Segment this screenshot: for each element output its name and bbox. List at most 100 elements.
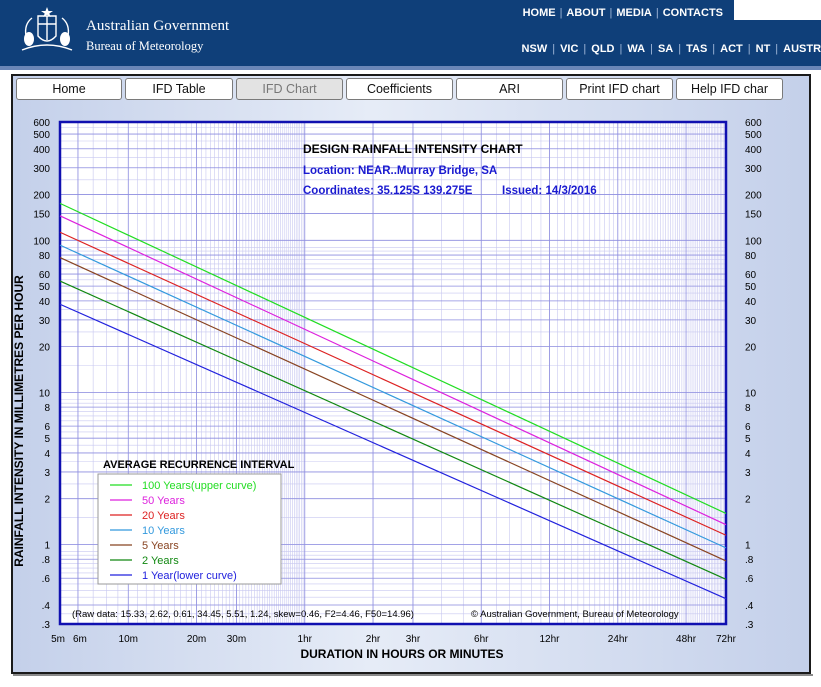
top-nav: HOME | ABOUT | MEDIA | CONTACTS	[0, 0, 734, 20]
nav-separator: |	[650, 43, 653, 55]
chart-issued-date: Issued: 14/3/2016	[502, 185, 597, 197]
series-line	[59, 244, 727, 549]
nav-separator: |	[655, 7, 659, 19]
nav-home-link[interactable]: HOME	[522, 7, 556, 19]
y-tick-label-left: 10	[39, 388, 51, 399]
y-tick-label-left: 200	[33, 191, 50, 202]
state-link-wa[interactable]: WA	[627, 43, 646, 55]
nav-separator: |	[678, 43, 682, 55]
x-tick-label: 24hr	[608, 634, 629, 645]
y-tick-label-left: 60	[39, 270, 51, 281]
nav-about-link[interactable]: ABOUT	[566, 7, 606, 19]
y-tick-label-right: 8	[745, 403, 751, 414]
x-tick-label: 6m	[73, 634, 87, 645]
series-line	[59, 257, 727, 562]
tab-ifd-table[interactable]: IFD Table	[125, 78, 233, 100]
gov-title: Australian Government	[86, 18, 230, 34]
y-tick-label-left: 30	[39, 316, 51, 327]
y-tick-label-left: .4	[42, 601, 51, 612]
frame-shadow	[13, 674, 813, 676]
y-tick-label-left: 3	[44, 468, 50, 479]
state-link-sa[interactable]: SA	[657, 43, 674, 55]
state-link-australia[interactable]: AUSTRA	[783, 43, 821, 55]
tab-coefficients[interactable]: Coefficients	[346, 78, 453, 100]
state-link-nsw[interactable]: NSW	[521, 43, 548, 55]
x-tick-label: 6hr	[474, 634, 489, 645]
legend-label: 1 Year(lower curve)	[142, 570, 237, 582]
nav-media-link[interactable]: MEDIA	[616, 7, 652, 19]
coat-of-arms-logo	[21, 7, 73, 51]
nav-separator: |	[609, 7, 613, 19]
x-tick-label: 10m	[119, 634, 138, 645]
y-tick-label-left: 8	[44, 403, 50, 414]
y-tick-label-right: .4	[745, 601, 754, 612]
nav-contacts-link[interactable]: CONTACTS	[662, 7, 723, 19]
y-tick-label-left: 1	[44, 540, 50, 551]
y-tick-label-right: 80	[745, 251, 757, 262]
state-link-qld[interactable]: QLD	[591, 43, 615, 55]
x-tick-label: 5m	[51, 634, 65, 645]
y-tick-label-right: 10	[745, 388, 757, 399]
y-tick-label-right: 4	[745, 449, 751, 460]
plot-border	[58, 120, 728, 626]
tab-ifd-chart[interactable]: IFD Chart	[236, 78, 343, 100]
state-link-act[interactable]: ACT	[720, 43, 743, 55]
x-tick-label: 48hr	[676, 634, 697, 645]
y-tick-label-right: 5	[745, 434, 751, 445]
nav-separator: |	[559, 7, 563, 19]
chart-coordinates: Coordinates: 35.125S 139.275E	[303, 185, 473, 197]
series-line	[59, 202, 727, 514]
legend-items: 100 Years(upper curve) 50 Years 20 Years 10…	[110, 480, 256, 582]
nav-separator: |	[583, 43, 587, 55]
y-tick-label-left: 40	[39, 297, 51, 308]
y-tick-label-left: 6	[44, 422, 50, 433]
raw-data-note: (Raw data: 15.33, 2.62, 0.61, 34.45, 5.5…	[72, 609, 414, 620]
state-link-tas[interactable]: TAS	[686, 43, 708, 55]
x-tick-label: 3hr	[406, 634, 421, 645]
y-tick-label-right: 400	[745, 145, 762, 156]
legend: AVERAGE RECURRENCE INTERVAL 100 Years(up…	[97, 459, 295, 585]
tab-help-ifd-chart[interactable]: Help IFD char	[676, 78, 783, 100]
y-tick-label-left: .6	[42, 574, 51, 585]
series-line	[59, 303, 727, 600]
state-link-nt[interactable]: NT	[755, 43, 771, 55]
x-axis-label: DURATION IN HOURS OR MINUTES	[300, 647, 503, 661]
ifd-chart: 600 600 500 500 400 400 300 300 200 200 150 150 100 1…	[12, 103, 809, 672]
x-tick-label: 12hr	[540, 634, 561, 645]
nav-separator: |	[712, 43, 716, 55]
y-tick-label-right: 150	[745, 210, 762, 221]
y-tick-label-right: 300	[745, 164, 762, 175]
x-tick-label: 72hr	[716, 634, 737, 645]
y-tick-label-right: 1	[745, 540, 751, 551]
y-tick-label-right: 6	[745, 422, 751, 433]
y-tick-label-right: 100	[745, 236, 762, 247]
chart-location: Location: NEAR..Murray Bridge, SA	[303, 165, 497, 177]
x-tick-label: 2hr	[366, 634, 381, 645]
site-header: Australian Government Bureau of Meteorol…	[0, 0, 821, 66]
y-tick-label-left: .8	[42, 555, 51, 566]
nav-separator: |	[747, 43, 751, 55]
y-tick-label-left: 500	[33, 130, 50, 141]
y-tick-label-right: 2	[745, 495, 751, 506]
chart-title: DESIGN RAINFALL INTENSITY CHART	[303, 142, 523, 156]
nav-search-area	[734, 0, 821, 20]
y-tick-label-left: 80	[39, 251, 51, 262]
legend-label: 100 Years(upper curve)	[142, 480, 256, 492]
tab-print-ifd-chart[interactable]: Print IFD chart	[566, 78, 673, 100]
y-tick-label-left: 20	[39, 343, 51, 354]
legend-label: 2 Years	[142, 555, 179, 567]
legend-label: 50 Years	[142, 495, 185, 507]
nav-separator: |	[775, 43, 779, 55]
series-lines	[59, 202, 727, 600]
tab-ari[interactable]: ARI	[456, 78, 563, 100]
x-tick-label: 1hr	[298, 634, 313, 645]
y-axis-label: RAINFALL INTENSITY IN MILLIMETRES PER HO…	[13, 275, 26, 567]
state-link-vic[interactable]: VIC	[560, 43, 579, 55]
y-tick-label-right: 40	[745, 297, 757, 308]
tab-home[interactable]: Home	[16, 78, 122, 100]
y-tick-label-left: 2	[44, 495, 50, 506]
y-tick-label-right: 30	[745, 316, 757, 327]
y-tick-label-right: 600	[745, 118, 762, 129]
